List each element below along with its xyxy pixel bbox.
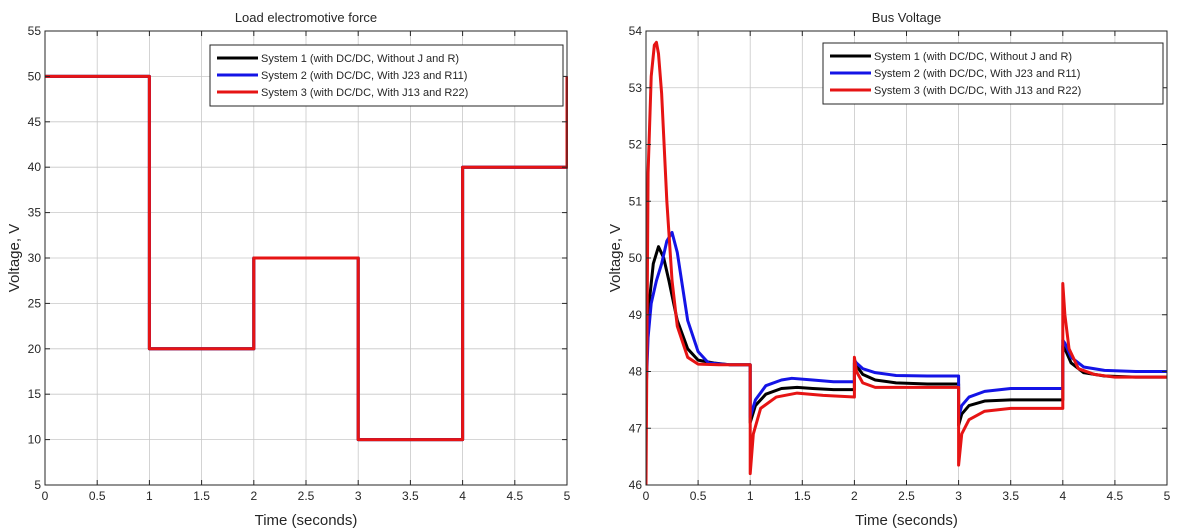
y-tick-label: 53 xyxy=(629,81,643,95)
y-axis-label: Voltage, V xyxy=(6,224,23,292)
legend-label-2: System 2 (with DC/DC, With J23 and R11) xyxy=(261,70,467,82)
x-tick-label: 2.5 xyxy=(298,489,315,503)
y-tick-label: 51 xyxy=(629,194,643,208)
y-tick-label: 30 xyxy=(28,251,42,265)
x-tick-label: 5 xyxy=(1164,489,1171,503)
x-tick-label: 2.5 xyxy=(898,489,915,503)
chart-title: Load electromotive force xyxy=(235,10,377,25)
y-tick-label: 54 xyxy=(629,24,643,38)
y-tick-label: 55 xyxy=(28,24,42,38)
x-tick-label: 0.5 xyxy=(89,489,106,503)
x-axis-label: Time (seconds) xyxy=(855,512,958,529)
series-lines xyxy=(45,74,568,442)
y-tick-label: 50 xyxy=(28,69,42,83)
x-tick-label: 5 xyxy=(564,489,571,503)
x-tick-label: 1.5 xyxy=(193,489,210,503)
y-tick-label: 46 xyxy=(629,478,643,492)
y-tick-label: 20 xyxy=(28,342,42,356)
x-tick-label: 1 xyxy=(747,489,754,503)
x-tick-label: 0 xyxy=(643,489,650,503)
x-tick-label: 1.5 xyxy=(794,489,811,503)
chart-1: 0 0.5 1 1.5 2 2.5 3 3.5 4 4.5 55101520253035404550… xyxy=(6,10,571,529)
y-tick-label: 15 xyxy=(28,387,42,401)
x-tick-label: 4 xyxy=(1059,489,1066,503)
legend-label-3: System 3 (with DC/DC, With J13 and R22) xyxy=(874,85,1081,97)
x-tick-label: 1 xyxy=(146,489,153,503)
y-tick-label: 45 xyxy=(28,115,42,129)
legend-label-3: System 3 (with DC/DC, With J13 and R22) xyxy=(261,87,468,99)
chart-title: Bus Voltage xyxy=(872,10,941,25)
x-axis-label: Time (seconds) xyxy=(255,512,358,529)
y-axis-label: Voltage, V xyxy=(607,224,624,292)
y-tick-label: 35 xyxy=(28,206,42,220)
y-tick-label: 10 xyxy=(28,433,42,447)
chart-2: 0 0.5 1 1.5 2 2.5 3 3.5 4 4.5 5 46 47 48 49 50 51 52 53 54 B… xyxy=(607,10,1171,529)
series-line-3 xyxy=(646,40,1167,486)
x-tick-label: 4 xyxy=(459,489,466,503)
x-tick-label: 3.5 xyxy=(1002,489,1019,503)
y-tick-label: 47 xyxy=(629,421,643,435)
y-tick-label: 49 xyxy=(629,308,643,322)
x-tick-label: 2 xyxy=(851,489,858,503)
y-tick-label: 48 xyxy=(629,365,643,379)
x-tick-label: 0 xyxy=(42,489,49,503)
y-tick-label: 52 xyxy=(629,138,643,152)
legend-label-1: System 1 (with DC/DC, Without J and R) xyxy=(261,53,459,65)
y-tick-label: 50 xyxy=(629,251,643,265)
legend-label-2: System 2 (with DC/DC, With J23 and R11) xyxy=(874,68,1080,80)
x-tick-label: 3 xyxy=(355,489,362,503)
legend: System 1 (with DC/DC, Without J and R) Sy… xyxy=(822,42,1164,105)
x-tick-label: 3 xyxy=(955,489,962,503)
legend: System 1 (with DC/DC, Without J and R) Sy… xyxy=(209,44,564,107)
series-line-3 xyxy=(45,74,568,442)
x-tick-label: 3.5 xyxy=(402,489,419,503)
legend-label-1: System 1 (with DC/DC, Without J and R) xyxy=(874,51,1072,63)
x-tick-label: 2 xyxy=(250,489,257,503)
ticks: 0 0.5 1 1.5 2 2.5 3 3.5 4 4.5 5 46 47 48 49 50 51 52 53 54 xyxy=(629,24,1171,503)
y-tick-label: 5 xyxy=(34,478,41,492)
x-tick-label: 4.5 xyxy=(506,489,523,503)
y-tick-label: 25 xyxy=(28,296,42,310)
ticks: 0 0.5 1 1.5 2 2.5 3 3.5 4 4.5 55101520253035404550… xyxy=(28,24,571,503)
y-tick-label: 40 xyxy=(28,160,42,174)
legend-box xyxy=(209,44,564,107)
x-tick-label: 4.5 xyxy=(1107,489,1124,503)
legend-box xyxy=(822,42,1164,105)
series-lines xyxy=(646,40,1167,486)
x-tick-label: 0.5 xyxy=(690,489,707,503)
